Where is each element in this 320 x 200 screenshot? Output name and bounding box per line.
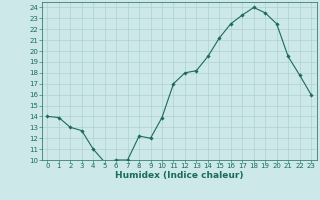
X-axis label: Humidex (Indice chaleur): Humidex (Indice chaleur) [115,171,244,180]
